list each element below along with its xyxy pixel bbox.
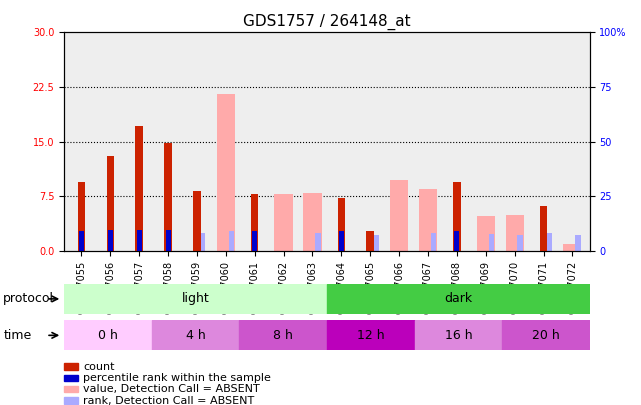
Bar	[64, 397, 78, 404]
Text: 0 h: 0 h	[98, 328, 118, 342]
Bar	[453, 182, 461, 251]
Bar	[540, 206, 547, 251]
Bar	[78, 182, 85, 251]
Bar	[64, 284, 327, 314]
Text: 20 h: 20 h	[532, 328, 560, 342]
Bar	[488, 234, 494, 251]
Text: GDS1757 / 264148_at: GDS1757 / 264148_at	[243, 14, 411, 30]
Text: percentile rank within the sample: percentile rank within the sample	[83, 373, 271, 383]
Bar	[546, 233, 552, 251]
Bar	[367, 231, 374, 251]
Bar	[64, 363, 78, 370]
Bar	[575, 235, 581, 251]
Bar	[431, 232, 437, 251]
Bar	[339, 231, 344, 251]
Bar	[454, 231, 460, 251]
Bar	[415, 320, 502, 350]
Bar	[315, 233, 320, 251]
Bar	[252, 231, 257, 251]
Bar	[327, 284, 590, 314]
Bar	[106, 156, 114, 251]
Bar	[477, 216, 495, 251]
Text: value, Detection Call = ABSENT: value, Detection Call = ABSENT	[83, 384, 260, 394]
Text: rank, Detection Call = ABSENT: rank, Detection Call = ABSENT	[83, 396, 254, 405]
Text: time: time	[3, 329, 31, 342]
Bar	[563, 244, 581, 251]
Text: light: light	[181, 292, 210, 305]
Bar	[193, 191, 201, 251]
Bar	[137, 230, 142, 251]
Bar	[64, 375, 78, 381]
Text: 16 h: 16 h	[444, 328, 472, 342]
Bar	[79, 231, 84, 251]
Bar	[373, 235, 379, 251]
Bar	[303, 193, 322, 251]
Bar	[152, 320, 239, 350]
Text: 4 h: 4 h	[186, 328, 205, 342]
Bar	[108, 230, 113, 251]
Bar	[327, 320, 415, 350]
Bar	[200, 233, 205, 251]
Text: 8 h: 8 h	[273, 328, 293, 342]
Bar	[506, 215, 524, 251]
Bar	[239, 320, 327, 350]
Bar	[419, 189, 437, 251]
Bar	[390, 180, 408, 251]
Bar	[135, 126, 143, 251]
Text: 12 h: 12 h	[357, 328, 385, 342]
Bar	[274, 194, 293, 251]
Bar	[229, 231, 234, 251]
Bar	[338, 198, 345, 251]
Text: protocol: protocol	[3, 292, 54, 305]
Bar	[64, 386, 78, 392]
Bar	[251, 194, 258, 251]
Text: count: count	[83, 362, 115, 371]
Bar	[517, 234, 523, 251]
Bar	[502, 320, 590, 350]
Bar	[217, 94, 235, 251]
Bar	[164, 143, 172, 251]
Bar	[165, 230, 171, 251]
Bar	[64, 320, 152, 350]
Text: dark: dark	[444, 292, 472, 305]
